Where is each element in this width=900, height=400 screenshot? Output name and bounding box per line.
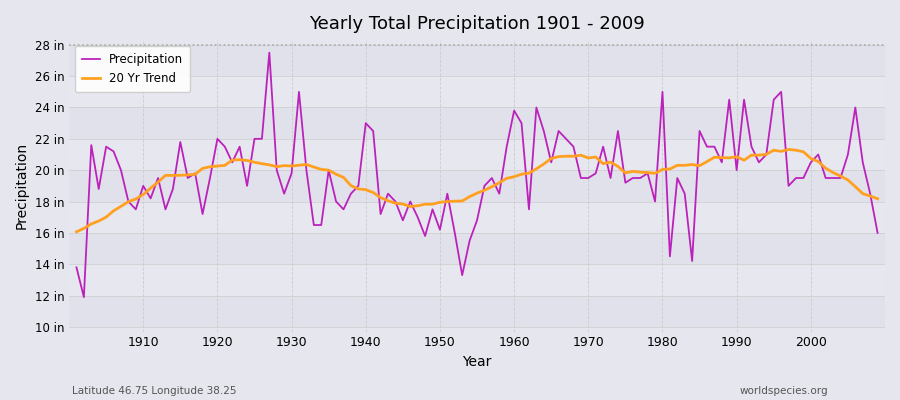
20 Yr Trend [872, 196, 883, 201]
Legend: Precipitation, 20 Yr Trend: Precipitation, 20 Yr Trend [75, 46, 191, 92]
Bar [69, 202, 885, 233]
Precipitation [71, 265, 82, 270]
Precipitation [524, 207, 535, 212]
20 Yr Trend [338, 175, 349, 180]
20 Yr Trend [71, 230, 82, 234]
20 Yr Trend [130, 197, 141, 202]
Title: Yearly Total Precipitation 1901 - 2009: Yearly Total Precipitation 1901 - 2009 [309, 15, 645, 33]
Line: Precipitation: Precipitation [76, 53, 878, 297]
Line: 20 Yr Trend: 20 Yr Trend [76, 150, 878, 232]
20 Yr Trend [598, 161, 608, 166]
Bar [69, 45, 885, 76]
Bar [69, 170, 885, 202]
Precipitation [78, 295, 89, 300]
Precipitation [353, 184, 364, 188]
Precipitation [138, 184, 148, 188]
20 Yr Trend [783, 147, 794, 152]
20 Yr Trend [508, 174, 519, 179]
Bar [69, 233, 885, 264]
X-axis label: Year: Year [463, 355, 491, 369]
Bar [69, 108, 885, 139]
Text: Latitude 46.75 Longitude 38.25: Latitude 46.75 Longitude 38.25 [72, 386, 237, 396]
Bar [69, 139, 885, 170]
Precipitation [516, 121, 526, 126]
Bar [69, 76, 885, 108]
Text: worldspecies.org: worldspecies.org [740, 386, 828, 396]
Bar [69, 264, 885, 296]
20 Yr Trend [293, 163, 304, 168]
20 Yr Trend [501, 176, 512, 181]
Precipitation [872, 230, 883, 235]
Y-axis label: Precipitation: Precipitation [15, 142, 29, 230]
Precipitation [309, 223, 320, 228]
Precipitation [613, 129, 624, 134]
Precipitation [264, 50, 274, 55]
Bar [69, 296, 885, 327]
